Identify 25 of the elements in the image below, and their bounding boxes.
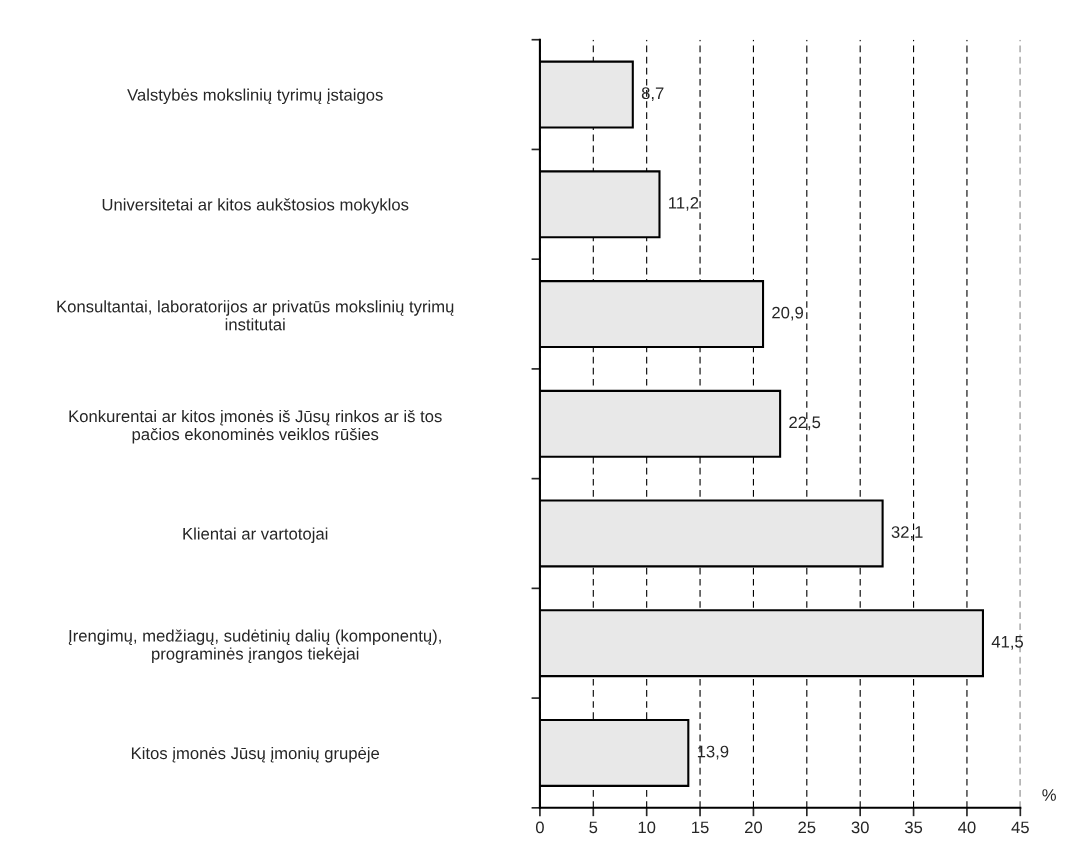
y-tick-label: Klientai ar vartotojai bbox=[183, 527, 328, 543]
x-tick-label: 15 bbox=[692, 821, 709, 834]
data-label: 32,1 bbox=[891, 526, 923, 540]
x-tick-label: 30 bbox=[851, 821, 869, 834]
y-tick-label: Universitetai ar kitos aukštosios mokyklos bbox=[102, 198, 409, 214]
x-tick-label: 25 bbox=[798, 821, 816, 834]
y-tick-label: Įrengimų, medžiagų, sudėtinių dalių (komponentų), programinės įrangos tiekėjai bbox=[68, 629, 441, 663]
y-tick-label: Kitos įmonės Jūsų įmonių grupėje bbox=[131, 746, 380, 763]
data-label: 20,9 bbox=[772, 306, 804, 321]
x-tick-label: 5 bbox=[589, 821, 598, 834]
x-axis-title: % bbox=[1042, 789, 1056, 801]
y-tick-label: Valstybės mokslinių tyrimų įstaigos bbox=[127, 88, 383, 105]
x-tick-label: 45 bbox=[1011, 821, 1029, 834]
data-label: 11,2 bbox=[669, 196, 699, 211]
x-tick-label: 35 bbox=[904, 821, 923, 834]
data-label: 8,7 bbox=[641, 87, 664, 102]
x-tick-label: 40 bbox=[958, 821, 976, 834]
y-tick-label: Konsultantai, laboratorijos ar privatūs mokslinių tyrimų institutai bbox=[57, 300, 454, 331]
data-label: 13,9 bbox=[697, 745, 729, 760]
x-tick-label: 20 bbox=[745, 821, 763, 834]
data-label: 22,5 bbox=[789, 416, 821, 431]
x-tick-label: 10 bbox=[638, 821, 656, 834]
x-tick-label: 0 bbox=[535, 821, 544, 834]
data-label: 41,5 bbox=[991, 636, 1024, 650]
y-tick-label: Konkurentai ar kitos įmonės iš Jūsų rinkos ar iš tos pačios ekonominės veiklos rūšies bbox=[69, 409, 442, 444]
